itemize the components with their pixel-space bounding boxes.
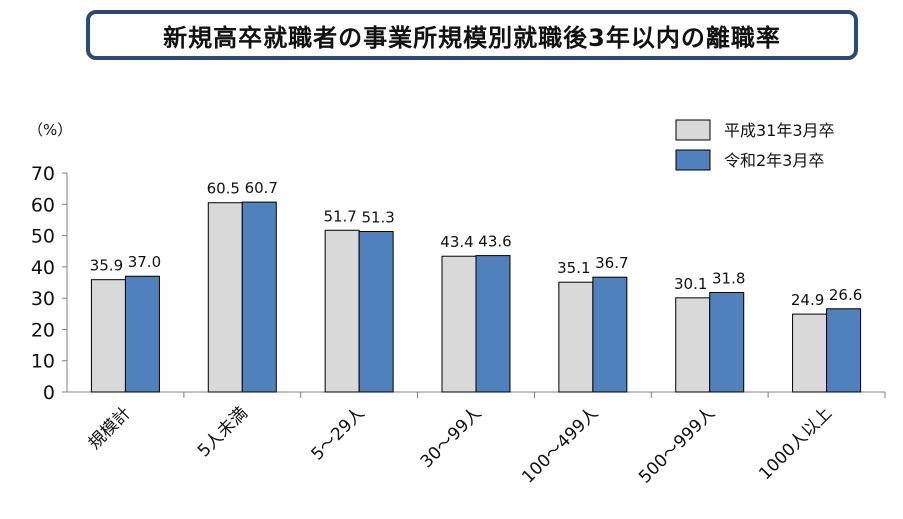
data-label: 51.3 bbox=[361, 209, 394, 227]
chart-title: 新規高卒就職者の事業所規模別就職後3年以内の離職率 bbox=[86, 10, 858, 60]
axes: 0 10 20 30 40 50 60 70 （%） bbox=[28, 121, 886, 404]
data-label: 35.9 bbox=[90, 257, 123, 275]
y-tick-label: 0 bbox=[43, 382, 55, 404]
legend-swatch bbox=[675, 149, 711, 171]
bar bbox=[592, 276, 628, 393]
x-tick-label: 5人未満 bbox=[194, 403, 252, 461]
data-label: 24.9 bbox=[791, 291, 824, 309]
data-label: 51.7 bbox=[323, 207, 356, 225]
bar bbox=[709, 292, 745, 393]
bar bbox=[475, 255, 511, 393]
bars bbox=[90, 201, 862, 393]
data-label: 35.1 bbox=[557, 259, 590, 277]
x-tick-label: 5～29人 bbox=[308, 403, 369, 464]
y-tick-label: 30 bbox=[31, 288, 55, 310]
bar bbox=[124, 275, 160, 393]
data-label: 60.5 bbox=[207, 180, 240, 198]
data-label: 43.4 bbox=[440, 233, 473, 251]
data-label: 36.7 bbox=[595, 254, 628, 272]
data-label: 26.6 bbox=[829, 286, 862, 304]
y-tick-label: 50 bbox=[31, 226, 55, 248]
x-tick-labels: 規模計 5人未満 5～29人 30～99人 100～499人 500～999人 1000人以… bbox=[85, 403, 836, 487]
x-tick-label: 100～499人 bbox=[518, 403, 602, 487]
y-tick-label: 10 bbox=[31, 351, 55, 373]
bar bbox=[441, 255, 477, 393]
bar bbox=[675, 297, 711, 393]
x-tick-label: 30～99人 bbox=[417, 403, 486, 472]
bar bbox=[358, 231, 394, 393]
legend-label: 平成31年3月卒 bbox=[724, 121, 835, 140]
y-tick-label: 40 bbox=[31, 257, 55, 279]
data-label: 43.6 bbox=[478, 233, 511, 251]
bar bbox=[90, 279, 126, 393]
x-tick-label: 1000人以上 bbox=[755, 403, 836, 484]
legend-label: 令和2年3月卒 bbox=[724, 151, 824, 170]
bar bbox=[324, 229, 360, 393]
bar bbox=[792, 313, 828, 393]
y-tick-label: 60 bbox=[31, 194, 55, 216]
x-tick-label: 規模計 bbox=[85, 403, 135, 453]
bar bbox=[826, 308, 862, 393]
bar bbox=[558, 281, 594, 393]
y-tick-label: 70 bbox=[31, 163, 55, 185]
y-axis-label: （%） bbox=[28, 121, 72, 139]
data-labels: 35.9 37.0 60.5 60.7 51.7 51.3 43.4 43.6 35.1 36.7… bbox=[90, 179, 863, 309]
bar bbox=[207, 202, 243, 393]
bar bbox=[241, 201, 277, 393]
data-label: 60.7 bbox=[245, 179, 278, 197]
data-label: 37.0 bbox=[128, 253, 161, 271]
y-tick-label: 20 bbox=[31, 319, 55, 341]
data-label: 31.8 bbox=[712, 270, 745, 288]
legend-swatch bbox=[675, 119, 711, 141]
x-tick-label: 500～999人 bbox=[635, 403, 719, 487]
data-label: 30.1 bbox=[674, 275, 707, 293]
